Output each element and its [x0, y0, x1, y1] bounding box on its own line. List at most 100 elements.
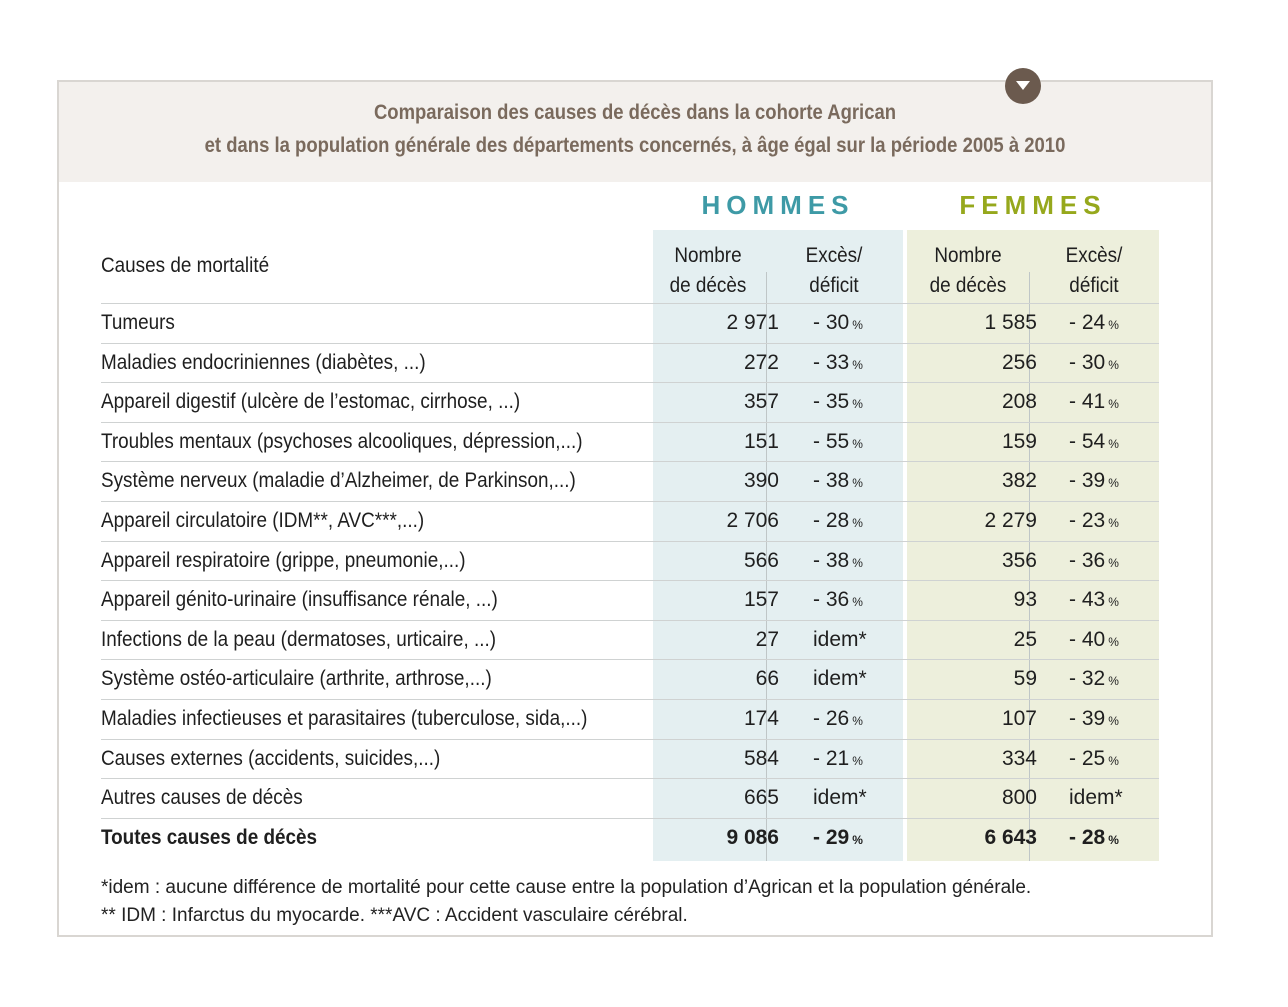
footnote-1: *idem : aucune différence de mortalité p…	[101, 877, 1032, 898]
cause-label: Autres causes de décès	[101, 786, 303, 810]
header-line: Nombre	[674, 244, 742, 267]
femmes-excess: - 28%	[1069, 819, 1159, 857]
femmes-excess: - 40%	[1069, 621, 1159, 659]
percent-sign: %	[852, 436, 863, 451]
hommes-excess: - 26%	[813, 700, 903, 738]
percent-sign: %	[1108, 595, 1119, 610]
title-line-1: Comparaison des causes de décès dans la …	[373, 101, 897, 124]
collapse-toggle-button[interactable]	[1005, 68, 1041, 104]
hommes-excess: idem*	[813, 779, 903, 817]
percent-sign: %	[852, 357, 863, 372]
femmes-excess: - 32%	[1069, 660, 1159, 698]
excess-value: idem*	[813, 667, 867, 691]
femmes-deaths: 334	[1001, 746, 1037, 770]
hommes-deaths: 665	[743, 786, 779, 810]
femmes-excess: - 25%	[1069, 740, 1159, 778]
header-line: déficit	[1069, 274, 1119, 297]
cause-label: Appareil génito-urinaire (insuffisance r…	[101, 588, 498, 612]
excess-value: - 26	[813, 707, 850, 730]
cause-label: Appareil circulatoire (IDM**, AVC***,...…	[101, 509, 425, 532]
table-header: Comparaison des causes de décès dans la …	[59, 68, 1211, 182]
excess-value: idem*	[813, 627, 867, 651]
hommes-deaths: 584	[743, 746, 779, 770]
footnotes: *idem : aucune différence de mortalité p…	[101, 874, 1031, 930]
excess-value: - 54	[1069, 429, 1106, 453]
percent-sign: %	[1108, 753, 1119, 768]
chevron-down-icon	[1016, 81, 1030, 90]
excess-value: - 29	[813, 825, 850, 849]
excess-value: - 25	[1069, 746, 1106, 770]
excess-value: idem*	[1069, 786, 1123, 810]
hommes-excess: - 30%	[813, 304, 903, 342]
excess-value: - 30	[813, 311, 850, 334]
table-row: Causes externes (accidents, suicides,...…	[101, 738, 1159, 779]
table-row: Tumeurs 2 971 - 30% 1 585 - 24%	[101, 303, 1159, 343]
cause-label: Infections de la peau (dermatoses, urtic…	[101, 627, 497, 651]
hommes-column-background	[653, 230, 903, 861]
cause-label: Maladies infectieuses et parasitaires (t…	[101, 707, 588, 730]
femmes-deaths: 25	[1013, 627, 1037, 651]
femmes-excess: - 41%	[1069, 383, 1159, 421]
excess-value: - 38	[813, 469, 850, 493]
hommes-deaths: 390	[743, 469, 779, 493]
femmes-deaths: 107	[1001, 707, 1037, 730]
table-row: Maladies infectieuses et parasitaires (t…	[101, 699, 1159, 739]
femmes-deaths: 59	[1013, 667, 1037, 691]
hommes-heading: HOMMES	[701, 190, 855, 220]
femmes-deaths: 93	[1013, 588, 1037, 612]
percent-sign: %	[1108, 634, 1119, 649]
hommes-deaths: 357	[743, 390, 779, 414]
hommes-excess: idem*	[813, 621, 903, 659]
hommes-deaths: 2 706	[726, 509, 779, 532]
femmes-excess: idem*	[1069, 779, 1159, 817]
percent-sign: %	[1108, 436, 1119, 451]
hommes-deaths: 174	[743, 707, 779, 730]
femmes-exces-header: Excès/ déficit	[1045, 241, 1144, 301]
femmes-deaths: 2 279	[984, 509, 1037, 532]
excess-value: - 39	[1069, 707, 1106, 730]
excess-value: - 30	[1069, 350, 1106, 374]
cause-label: Appareil digestif (ulcère de l’estomac, …	[101, 390, 521, 414]
hommes-deaths: 566	[743, 548, 779, 572]
femmes-deaths: 382	[1001, 469, 1037, 493]
hommes-deaths: 151	[743, 429, 779, 453]
excess-value: - 28	[1069, 825, 1106, 849]
hommes-exces-header: Excès/ déficit	[785, 241, 884, 301]
table-row: Appareil respiratoire (grippe, pneumonie…	[101, 540, 1159, 581]
table-row: Système ostéo-articulaire (arthrite, art…	[101, 659, 1159, 699]
percent-sign: %	[1108, 318, 1119, 332]
table-panel: Comparaison des causes de décès dans la …	[57, 68, 1213, 937]
hommes-deaths: 27	[755, 627, 779, 651]
femmes-deaths: 159	[1001, 429, 1037, 453]
percent-sign: %	[1108, 674, 1119, 689]
table-row: Système nerveux (maladie d’Alzheimer, de…	[101, 461, 1159, 501]
header-line: Excès/	[805, 244, 863, 267]
excess-value: - 41	[1069, 390, 1106, 414]
excess-value: - 21	[813, 746, 850, 770]
hommes-deaths: 2 971	[726, 311, 779, 334]
excess-value: - 36	[1069, 548, 1106, 572]
excess-value: - 32	[1069, 667, 1106, 691]
femmes-nombre-header: Nombre de décès	[919, 241, 1018, 301]
table-row-total: Toutes causes de décès 9 086 - 29% 6 643 - 2…	[101, 817, 1159, 858]
excess-value: - 24	[1069, 311, 1106, 334]
table-row: Appareil circulatoire (IDM**, AVC***,...…	[101, 501, 1159, 541]
excess-value: - 38	[813, 548, 850, 572]
femmes-excess: - 36%	[1069, 542, 1159, 580]
hommes-excess: - 38%	[813, 542, 903, 580]
cause-label: Tumeurs	[101, 311, 175, 334]
title-line-2: et dans la population générale des dépar…	[204, 134, 1066, 157]
hommes-deaths: 157	[743, 588, 779, 612]
cause-label: Système ostéo-articulaire (arthrite, art…	[101, 667, 492, 691]
column-divider	[1029, 272, 1030, 861]
table-row: Troubles mentaux (psychoses alcooliques,…	[101, 421, 1159, 462]
cause-label: Système nerveux (maladie d’Alzheimer, de…	[101, 469, 576, 493]
percent-sign: %	[852, 753, 863, 768]
column-divider	[766, 272, 767, 861]
percent-sign: %	[852, 832, 863, 847]
hommes-excess: idem*	[813, 660, 903, 698]
percent-sign: %	[1108, 476, 1119, 491]
hommes-deaths: 9 086	[726, 825, 779, 849]
table-title: Comparaison des causes de décès dans la …	[128, 96, 1142, 162]
cause-label: Toutes causes de décès	[101, 825, 318, 849]
